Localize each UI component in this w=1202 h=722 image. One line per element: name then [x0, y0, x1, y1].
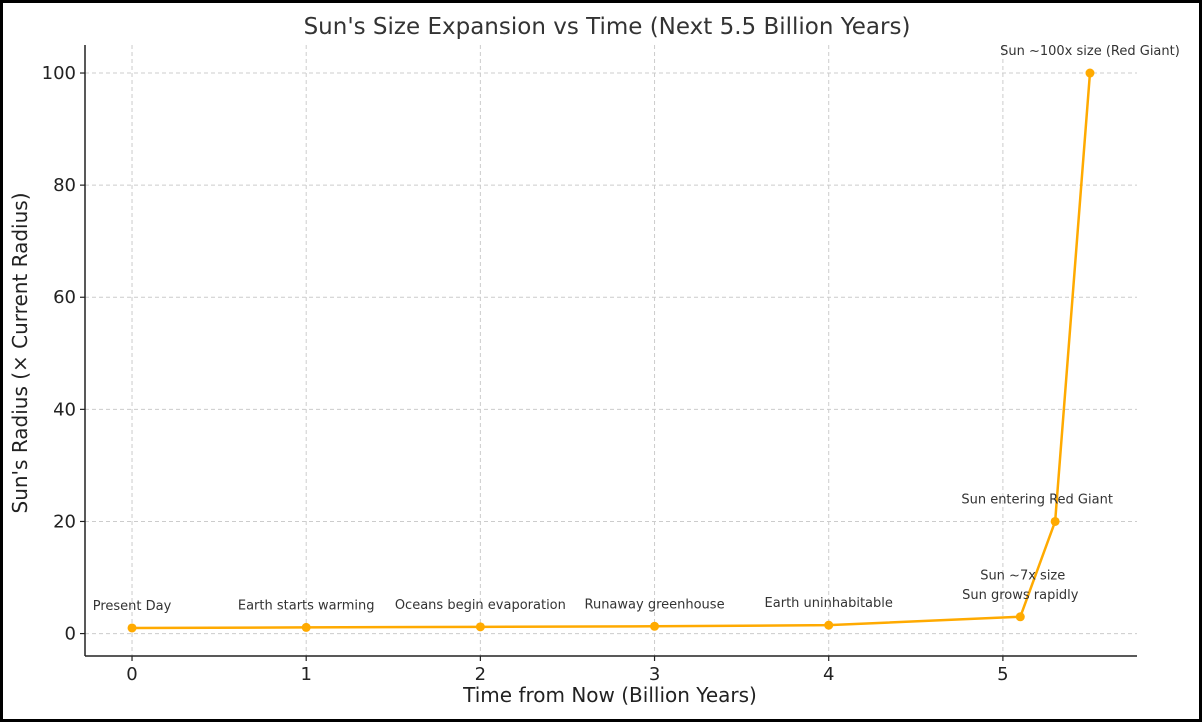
x-tick-label: 5 — [997, 664, 1008, 685]
data-point — [1015, 612, 1025, 622]
data-point — [824, 620, 834, 630]
data-point — [475, 622, 485, 632]
y-tick-label: 40 — [53, 399, 76, 420]
y-axis-label: Sun's Radius (× Current Radius) — [8, 193, 32, 514]
x-tick-label: 4 — [823, 664, 834, 685]
y-tick-label: 100 — [42, 63, 76, 84]
axes-layer: 0 1 2 3 4 5 0 20 40 60 80 100 — [42, 45, 1137, 685]
data-point — [650, 621, 660, 631]
x-tick-label: 1 — [300, 664, 311, 685]
x-tick-label: 3 — [649, 664, 660, 685]
annotation-label: Present Day — [93, 599, 172, 614]
annotation-label: Runaway greenhouse — [585, 597, 725, 612]
annotation-layer: Present Day Earth starts warming Oceans be… — [93, 44, 1180, 614]
grid-layer — [85, 45, 1137, 656]
y-tick-label: 20 — [53, 511, 76, 532]
annotation-label: Earth uninhabitable — [765, 596, 893, 611]
data-point — [1050, 516, 1060, 526]
x-tick-label: 2 — [475, 664, 486, 685]
y-tick-label: 60 — [53, 287, 76, 308]
annotation-label: Sun grows rapidly — [962, 588, 1079, 603]
x-axis-label: Time from Now (Billion Years) — [462, 683, 757, 707]
chart-svg: Sun's Size Expansion vs Time (Next 5.5 B… — [8, 14, 1180, 707]
series-layer — [127, 68, 1095, 633]
annotation-label: Oceans begin evaporation — [395, 598, 566, 613]
annotation-label: Sun entering Red Giant — [961, 492, 1113, 507]
y-tick-label: 80 — [53, 175, 76, 196]
chart-title: Sun's Size Expansion vs Time (Next 5.5 B… — [304, 14, 911, 40]
y-tick-label: 0 — [65, 624, 76, 645]
annotation-label: Earth starts warming — [238, 598, 375, 613]
annotation-label: Sun ~7x size — [980, 568, 1065, 583]
x-tick-label: 0 — [126, 664, 137, 685]
annotation-label: Sun ~100x size (Red Giant) — [1000, 44, 1180, 59]
data-point — [1085, 68, 1095, 78]
series-line — [132, 72, 1092, 630]
data-point — [301, 622, 311, 632]
data-point — [127, 623, 137, 633]
